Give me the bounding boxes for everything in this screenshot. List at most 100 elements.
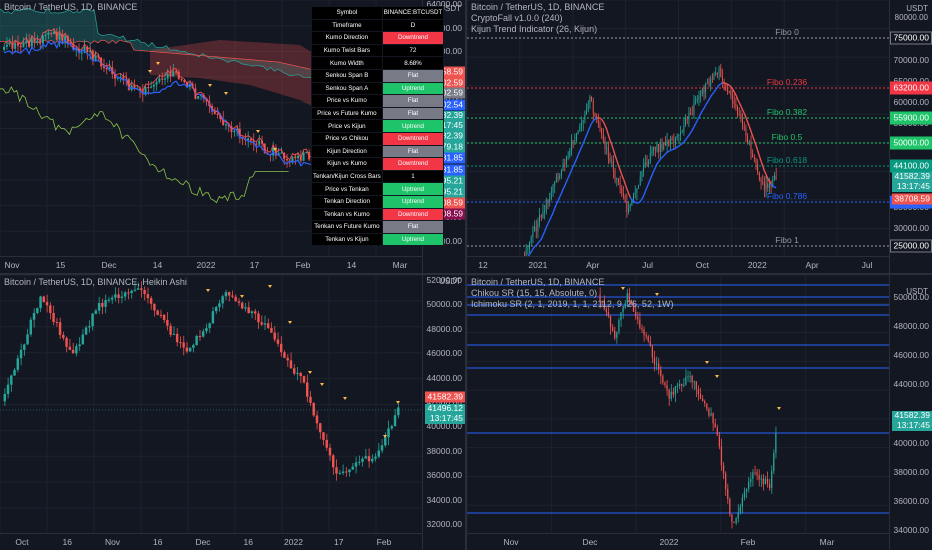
price-chart-canvas[interactable] <box>467 0 890 257</box>
candle <box>65 336 68 353</box>
candle <box>185 342 189 354</box>
price-chart-canvas[interactable] <box>467 275 890 534</box>
time-axis[interactable]: Nov Dec 2022 Feb Mar <box>467 533 890 550</box>
time-axis[interactable]: 12 2021 Apr Jul Oct 2022 Apr Jul <box>467 256 890 273</box>
indicator-cryptofall[interactable]: CryptoFall v1.0.0 (240) <box>471 13 563 23</box>
symbol-title: Bitcoin / TetherUS, 1D, BINANCE <box>4 2 138 12</box>
candle <box>716 424 718 436</box>
price-axis[interactable]: USDT 64000.0060000.0056000.0052000.00480… <box>422 0 465 273</box>
kijun-trend-segment <box>728 84 732 88</box>
candle <box>742 112 744 131</box>
candle <box>619 175 621 194</box>
kijun-trend-segment <box>730 86 734 90</box>
price-tick-label: 60000.00 <box>893 97 929 107</box>
candle <box>604 136 606 155</box>
kijun-trend-segment <box>762 165 766 172</box>
badge-countdown: 13:17:45 <box>896 180 930 191</box>
time-axis[interactable]: Nov 15 Dec 14 2022 17 Feb 14 Mar <box>0 256 423 273</box>
date-tick-label: Nov <box>503 537 519 547</box>
candle <box>169 65 172 83</box>
candle <box>104 294 107 314</box>
candle <box>584 110 586 124</box>
candle <box>72 37 75 50</box>
kijun-trend-segment <box>763 170 767 175</box>
candle <box>565 155 567 168</box>
price-chart-canvas[interactable] <box>0 275 423 534</box>
date-tick-label: Feb <box>295 260 311 270</box>
table-row: Tenkan vs Future Kumo Flat <box>311 220 445 234</box>
pane-splitter-horizontal[interactable] <box>0 273 932 275</box>
candle <box>720 63 722 78</box>
candle <box>760 176 762 190</box>
chart-pane-heikin-ashi[interactable]: Bitcoin / TetherUS, 1D, BINANCE, Heikin … <box>0 275 465 550</box>
price-axis[interactable]: USDT 80000.00 70000.00 65000.00 60000.00 55… <box>889 0 932 273</box>
pane-legend: Bitcoin / TetherUS, 1D, BINANCE Chikou S… <box>471 277 673 310</box>
price-tick-label: 44000.00 <box>893 379 929 390</box>
candle <box>120 290 124 304</box>
kijun-trend-segment <box>656 161 660 165</box>
candle <box>612 155 614 179</box>
candle <box>712 412 714 431</box>
table-key: Timeframe <box>311 18 383 33</box>
candle <box>150 81 153 89</box>
candle <box>771 465 773 494</box>
time-axis[interactable]: Oct 16 Nov 16 Dec 16 2022 17 Feb <box>0 533 423 550</box>
candle <box>686 115 688 125</box>
candle <box>757 159 759 175</box>
indicator-ichimoku-sr[interactable]: Ichimoku SR (2, 1, 2019, 1, 1, 2112, 9, … <box>471 299 674 309</box>
candle <box>676 382 679 393</box>
candle <box>664 381 666 388</box>
chart-pane-support-resistance[interactable]: Bitcoin / TetherUS, 1D, BINANCE Chikou S… <box>467 275 932 550</box>
candle <box>302 375 306 384</box>
kijun-trend-segment <box>604 125 608 130</box>
candle <box>101 298 104 315</box>
kijun-trend-segment <box>680 143 683 146</box>
candle <box>152 82 155 92</box>
candle <box>706 403 708 412</box>
chart-pane-ichimoku[interactable]: Bitcoin / TetherUS, 1D, BINANCE Symbol BI… <box>0 0 465 273</box>
candle <box>649 145 651 165</box>
candle <box>231 290 234 299</box>
candle <box>710 75 712 92</box>
candle <box>547 199 549 209</box>
price-axis[interactable]: USDT 52000.00 50000.00 48000.00 46000.00 440… <box>422 275 465 550</box>
candle <box>572 140 574 149</box>
candle <box>663 141 665 151</box>
candle <box>762 473 764 491</box>
candle <box>16 35 19 52</box>
chart-pane-fibonacci[interactable]: Bitcoin / TetherUS, 1D, BINANCE CryptoFa… <box>467 0 932 273</box>
kijun-trend-segment <box>575 154 579 160</box>
kijun-trend-segment <box>658 158 661 162</box>
indicator-kijun-trend[interactable]: Kijun Trend Indicator (26, Kijun) <box>471 24 598 34</box>
candle <box>172 326 176 335</box>
kijun-trend-segment <box>753 140 757 146</box>
table-value: 8.68% <box>381 56 445 70</box>
kijun-trend-segment <box>562 185 566 190</box>
kijun-trend-segment <box>539 238 542 242</box>
candle <box>41 34 44 50</box>
candle <box>730 86 732 100</box>
date-tick-label: Apr <box>805 260 819 270</box>
kijun-trend-segment <box>675 146 678 150</box>
fibonacci-price-badge: 63200.00 <box>890 81 932 95</box>
candle <box>113 68 116 87</box>
candle <box>616 331 618 344</box>
price-axis[interactable]: USDT 50000.0048000.0046000.0044000.00420… <box>889 275 932 550</box>
kijun-trend-segment <box>690 129 693 134</box>
candle <box>768 478 771 491</box>
signal-arrow <box>206 289 210 292</box>
price-badge: 41579.18 <box>425 141 465 153</box>
candle <box>700 89 702 103</box>
candle <box>668 139 670 147</box>
candle <box>309 391 312 407</box>
candle <box>227 291 231 302</box>
badge-price: 50958.59 <box>427 66 463 77</box>
signal-arrow <box>343 397 347 400</box>
candle <box>672 387 674 398</box>
kijun-trend-segment <box>668 149 671 153</box>
indicator-chikou-sr[interactable]: Chikou SR (15, 15, Absolute, 0) <box>471 288 598 298</box>
pane-splitter-vertical[interactable] <box>465 0 467 550</box>
candle <box>735 517 737 526</box>
candle <box>743 487 746 501</box>
kijun-trend-segment <box>555 200 559 205</box>
